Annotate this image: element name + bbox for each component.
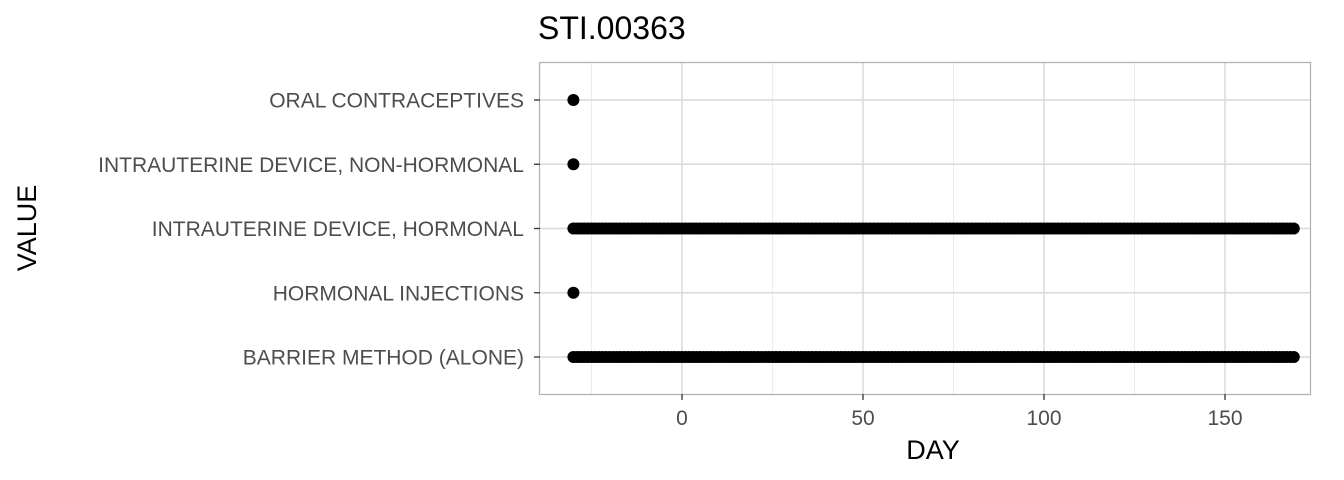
y-tick-label: INTRAUTERINE DEVICE, HORMONAL bbox=[152, 218, 524, 241]
x-axis-ticks bbox=[681, 394, 1226, 400]
x-tick-label: 150 bbox=[1207, 407, 1242, 430]
x-tick-label: 0 bbox=[676, 407, 688, 430]
data-point bbox=[1287, 351, 1300, 363]
y-axis-title: VALUE bbox=[12, 185, 42, 272]
x-tick-label: 50 bbox=[851, 407, 874, 430]
data-point bbox=[567, 286, 580, 299]
chart-title: STI.00363 bbox=[538, 10, 686, 46]
y-tick-label: BARRIER METHOD (ALONE) bbox=[243, 347, 524, 370]
data-points bbox=[567, 94, 1300, 363]
data-point bbox=[1287, 222, 1300, 235]
y-tick-label: ORAL CONTRACEPTIVES bbox=[269, 90, 524, 113]
x-axis-title: DAY bbox=[906, 435, 960, 465]
data-point bbox=[567, 94, 580, 106]
x-axis-tick-labels: 0 50 100 150 bbox=[676, 407, 1242, 430]
y-tick-label: INTRAUTERINE DEVICE, NON-HORMONAL bbox=[98, 154, 524, 177]
y-tick-label: HORMONAL INJECTIONS bbox=[273, 282, 524, 305]
x-tick-label: 100 bbox=[1026, 407, 1061, 430]
y-axis-ticks bbox=[534, 99, 540, 358]
y-axis-tick-labels: BARRIER METHOD (ALONE) HORMONAL INJECTION… bbox=[98, 90, 524, 370]
data-point bbox=[567, 158, 580, 171]
